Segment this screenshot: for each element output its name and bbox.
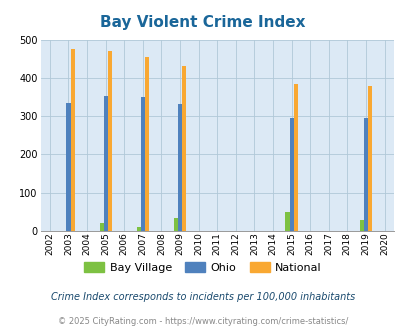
Legend: Bay Village, Ohio, National: Bay Village, Ohio, National	[79, 258, 326, 278]
Bar	[367, 85, 371, 231]
Text: Crime Index corresponds to incidents per 100,000 inhabitants: Crime Index corresponds to incidents per…	[51, 292, 354, 302]
Bar	[70, 49, 75, 231]
Bar	[99, 222, 103, 231]
Bar	[177, 104, 181, 231]
Bar	[145, 57, 149, 231]
Bar	[363, 118, 367, 231]
Bar	[293, 84, 297, 231]
Bar	[285, 212, 289, 231]
Bar	[66, 103, 70, 231]
Bar	[107, 51, 111, 231]
Bar	[359, 219, 363, 231]
Text: Bay Violent Crime Index: Bay Violent Crime Index	[100, 15, 305, 30]
Bar	[103, 96, 107, 231]
Bar	[289, 118, 293, 231]
Text: © 2025 CityRating.com - https://www.cityrating.com/crime-statistics/: © 2025 CityRating.com - https://www.city…	[58, 317, 347, 326]
Bar	[136, 227, 141, 231]
Bar	[141, 97, 145, 231]
Bar	[173, 218, 177, 231]
Bar	[181, 66, 186, 231]
